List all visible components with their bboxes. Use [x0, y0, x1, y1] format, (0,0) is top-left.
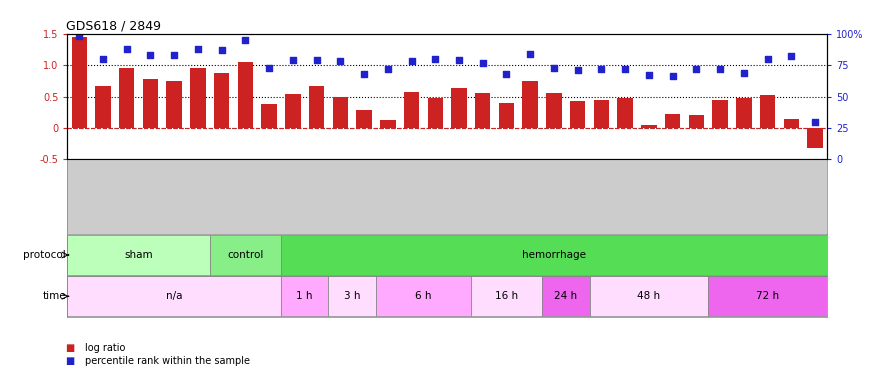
- Text: 3 h: 3 h: [344, 291, 360, 301]
- Bar: [542, 276, 590, 316]
- Text: 24 h: 24 h: [554, 291, 578, 301]
- Bar: [214, 73, 229, 128]
- Bar: [570, 101, 585, 128]
- Point: [760, 56, 774, 62]
- Text: ■: ■: [66, 343, 75, 353]
- Point: [618, 66, 632, 72]
- Bar: [712, 100, 728, 128]
- Point: [144, 52, 158, 58]
- Point: [167, 52, 181, 58]
- Bar: [309, 86, 325, 128]
- Bar: [72, 37, 87, 128]
- Bar: [210, 235, 281, 275]
- Text: 72 h: 72 h: [756, 291, 779, 301]
- Bar: [641, 126, 656, 128]
- Text: time: time: [42, 291, 66, 301]
- Point: [737, 70, 751, 76]
- Bar: [332, 97, 348, 128]
- Bar: [689, 116, 704, 128]
- Bar: [708, 276, 827, 316]
- Point: [666, 74, 680, 80]
- Bar: [475, 93, 491, 128]
- Point: [191, 46, 205, 52]
- Bar: [67, 235, 210, 275]
- Point: [547, 64, 561, 70]
- Point: [96, 56, 110, 62]
- Bar: [166, 81, 182, 128]
- Text: 6 h: 6 h: [415, 291, 431, 301]
- Text: percentile rank within the sample: percentile rank within the sample: [85, 356, 250, 366]
- Bar: [618, 99, 633, 128]
- Bar: [452, 88, 466, 128]
- Text: 16 h: 16 h: [495, 291, 518, 301]
- Text: ■: ■: [66, 356, 75, 366]
- Point: [120, 46, 134, 52]
- Bar: [281, 276, 328, 316]
- Point: [262, 64, 276, 70]
- Bar: [590, 276, 708, 316]
- Bar: [238, 62, 253, 128]
- Bar: [376, 276, 471, 316]
- Point: [452, 57, 466, 63]
- Text: log ratio: log ratio: [85, 343, 125, 353]
- Bar: [546, 93, 562, 128]
- Point: [476, 60, 490, 66]
- Bar: [356, 110, 372, 128]
- Bar: [262, 104, 276, 128]
- Bar: [380, 120, 396, 128]
- Bar: [95, 86, 111, 128]
- Point: [428, 56, 442, 62]
- Bar: [428, 98, 443, 128]
- Bar: [471, 276, 542, 316]
- Bar: [499, 103, 514, 128]
- Point: [713, 66, 727, 72]
- Text: hemorrhage: hemorrhage: [522, 250, 586, 260]
- Text: sham: sham: [124, 250, 153, 260]
- Bar: [522, 81, 538, 128]
- Bar: [593, 100, 609, 128]
- Point: [570, 67, 584, 73]
- Bar: [403, 92, 419, 128]
- Bar: [285, 94, 301, 128]
- Bar: [808, 128, 822, 148]
- Bar: [281, 235, 827, 275]
- Point: [238, 37, 252, 43]
- Point: [73, 33, 87, 39]
- Point: [214, 47, 228, 53]
- Bar: [119, 68, 135, 128]
- Bar: [736, 99, 752, 128]
- Point: [310, 57, 324, 63]
- Point: [594, 66, 608, 72]
- Point: [381, 66, 395, 72]
- Point: [523, 51, 537, 57]
- Text: 48 h: 48 h: [637, 291, 661, 301]
- Bar: [783, 118, 799, 128]
- Point: [808, 119, 822, 125]
- Point: [357, 71, 371, 77]
- Bar: [67, 276, 281, 316]
- Text: control: control: [228, 250, 263, 260]
- Text: 1 h: 1 h: [297, 291, 313, 301]
- Point: [333, 58, 347, 64]
- Bar: [760, 94, 775, 128]
- Bar: [328, 276, 376, 316]
- Point: [500, 71, 514, 77]
- Point: [690, 66, 704, 72]
- Text: protocol: protocol: [23, 250, 66, 260]
- Point: [784, 53, 798, 59]
- Bar: [665, 114, 681, 128]
- Bar: [190, 68, 206, 128]
- Bar: [143, 79, 158, 128]
- Text: GDS618 / 2849: GDS618 / 2849: [66, 20, 161, 33]
- Text: n/a: n/a: [166, 291, 182, 301]
- Point: [642, 72, 656, 78]
- Point: [286, 57, 300, 63]
- Point: [404, 58, 418, 64]
